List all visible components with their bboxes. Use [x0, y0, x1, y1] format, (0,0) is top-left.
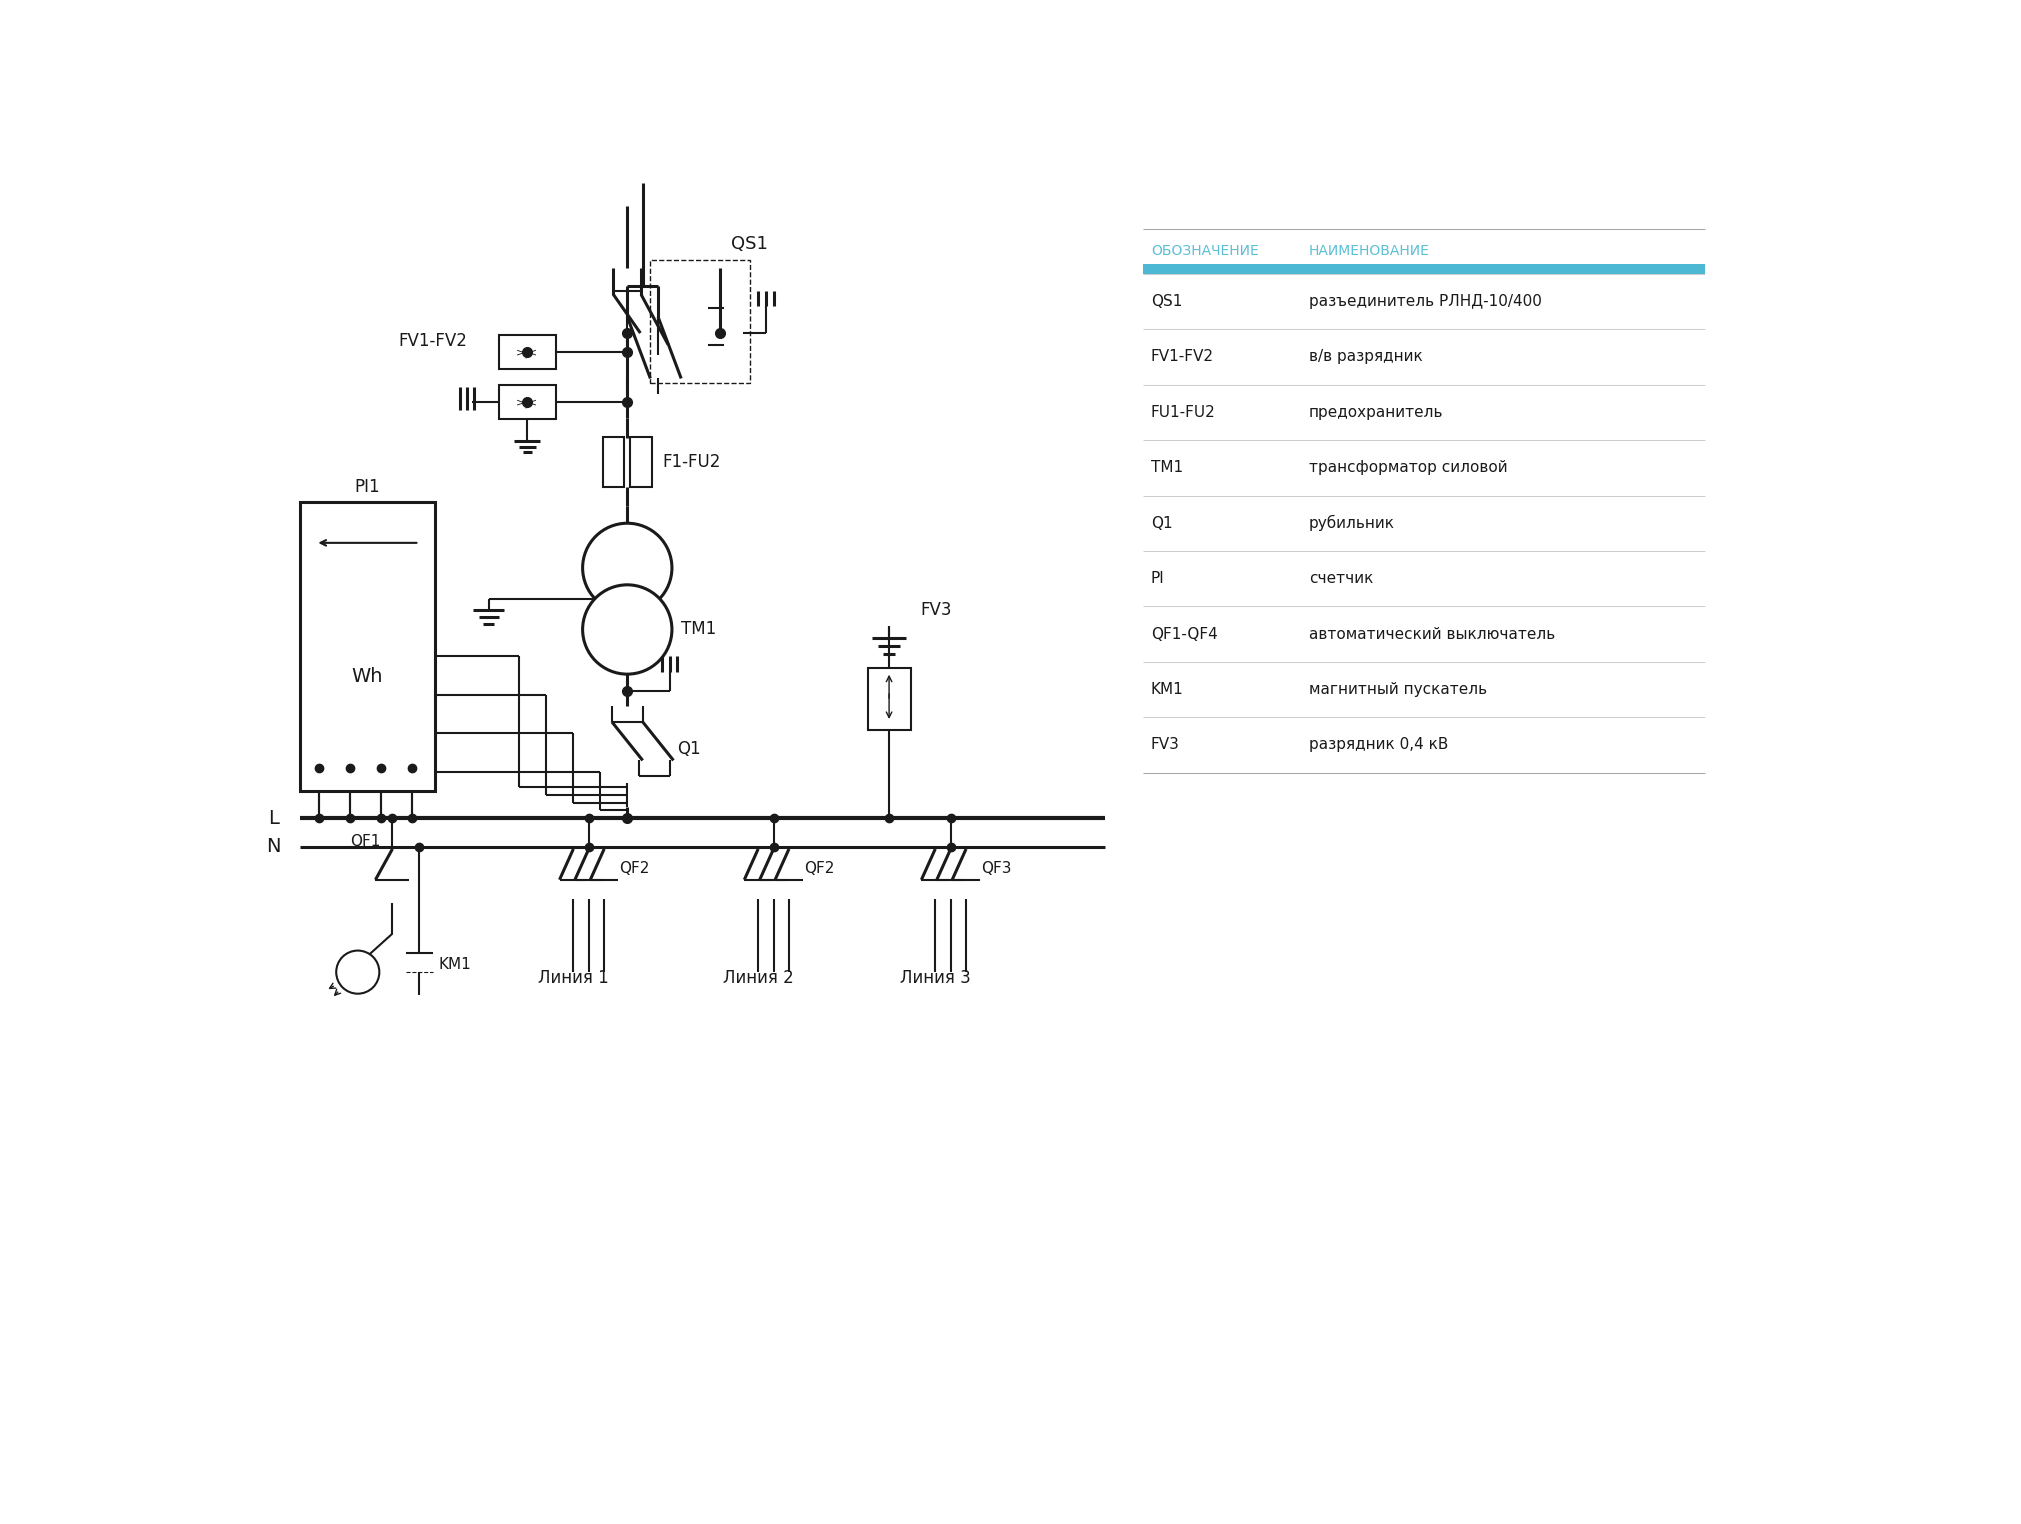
Text: >|<: >|< [515, 347, 538, 358]
Text: трансформатор силовой: трансформатор силовой [1310, 460, 1508, 475]
Text: QF3: QF3 [982, 861, 1013, 876]
Text: предохранитель: предохранитель [1310, 405, 1443, 419]
Bar [499, 335, 556, 369]
Bar [1144, 265, 1706, 274]
Bar [631, 437, 653, 488]
Bar [651, 261, 750, 383]
Text: PI: PI [1150, 572, 1164, 587]
Text: FU1-FU2: FU1-FU2 [1150, 405, 1215, 419]
Text: счетчик: счетчик [1310, 572, 1372, 587]
Text: TM1: TM1 [681, 620, 715, 639]
Text: QS1: QS1 [1150, 294, 1182, 309]
Text: QF1: QF1 [350, 834, 380, 849]
Text: Линия 2: Линия 2 [724, 969, 794, 986]
Text: FV3: FV3 [1150, 738, 1180, 753]
Text: QF2: QF2 [804, 861, 835, 876]
Bar [499, 384, 556, 419]
Text: Q1: Q1 [677, 739, 701, 757]
Text: KM1: KM1 [1150, 683, 1184, 696]
Text: F1-FU2: F1-FU2 [663, 453, 719, 471]
Text: разъединитель РЛНД-10/400: разъединитель РЛНД-10/400 [1310, 294, 1542, 309]
Bar [869, 668, 911, 730]
Text: L: L [267, 809, 279, 828]
Bar [299, 503, 435, 791]
Text: НАИМЕНОВАНИЕ: НАИМЕНОВАНИЕ [1310, 244, 1429, 258]
Text: KM1: KM1 [439, 957, 471, 972]
Text: Q1: Q1 [1150, 515, 1172, 530]
Text: ТМ1: ТМ1 [1150, 460, 1182, 475]
Circle shape [335, 951, 380, 994]
Text: FV1-FV2: FV1-FV2 [1150, 349, 1215, 364]
Circle shape [582, 523, 671, 613]
Text: магнитный пускатель: магнитный пускатель [1310, 683, 1487, 696]
Text: Линия 1: Линия 1 [538, 969, 608, 986]
Text: рубильник: рубильник [1310, 515, 1394, 532]
Text: QF1-QF4: QF1-QF4 [1150, 626, 1217, 642]
Text: QS1: QS1 [732, 236, 768, 253]
Text: разрядник 0,4 кВ: разрядник 0,4 кВ [1310, 738, 1449, 753]
Text: PI1: PI1 [354, 479, 380, 495]
Text: ОБОЗНАЧЕНИЕ: ОБОЗНАЧЕНИЕ [1150, 244, 1259, 258]
Text: в/в разрядник: в/в разрядник [1310, 349, 1423, 364]
Text: FV3: FV3 [920, 602, 952, 619]
Text: >|<: >|< [515, 398, 538, 407]
Text: N: N [267, 837, 281, 856]
Text: Линия 3: Линия 3 [899, 969, 970, 986]
Text: QF2: QF2 [620, 861, 651, 876]
Text: автоматический выключатель: автоматический выключатель [1310, 626, 1554, 642]
Bar [602, 437, 624, 488]
Circle shape [582, 585, 671, 674]
Text: FV1-FV2: FV1-FV2 [398, 332, 467, 349]
Text: Wh: Wh [352, 668, 384, 686]
